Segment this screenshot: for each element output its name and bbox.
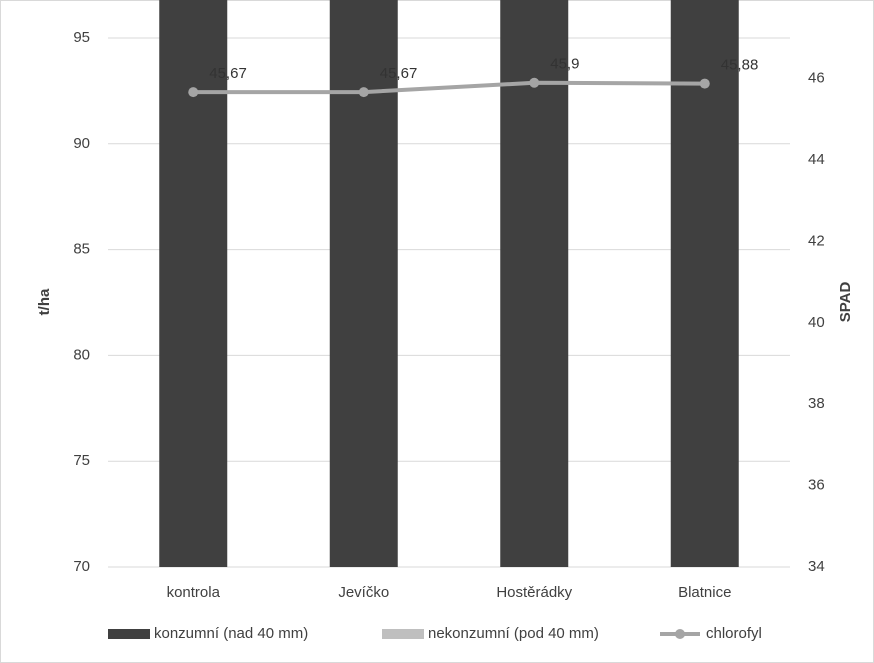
bar-segment bbox=[329, 0, 398, 567]
legend-swatch bbox=[382, 629, 424, 639]
y-tick-label: 80 bbox=[73, 346, 90, 363]
y-tick-label: 90 bbox=[73, 135, 90, 152]
legend-marker bbox=[675, 629, 685, 639]
y2-axis-title: SPAD bbox=[837, 282, 854, 323]
x-tick-label: Blatnice bbox=[678, 584, 731, 601]
y-tick-label: 75 bbox=[73, 452, 90, 469]
y-tick-label: 70 bbox=[73, 558, 90, 575]
x-tick-label: Hostěrádky bbox=[496, 584, 572, 601]
y2-tick-label: 34 bbox=[808, 558, 825, 575]
legend-label: nekonzumní (pod 40 mm) bbox=[428, 625, 599, 642]
y2-tick-label: 46 bbox=[808, 70, 825, 87]
bar-segment bbox=[500, 0, 569, 567]
bar-segment bbox=[159, 0, 228, 567]
line-point bbox=[529, 77, 540, 88]
y-axis-title: t/ha bbox=[36, 288, 53, 315]
y-tick-label: 95 bbox=[73, 29, 90, 46]
line-point bbox=[699, 78, 710, 89]
line-series bbox=[193, 80, 705, 95]
y2-tick-label: 40 bbox=[808, 314, 825, 331]
y2-tick-label: 42 bbox=[808, 232, 825, 249]
bar-segment bbox=[670, 0, 739, 567]
y2-tick-label: 44 bbox=[808, 151, 825, 168]
legend-swatch bbox=[108, 629, 150, 639]
line-point bbox=[358, 87, 369, 98]
y2-tick-label: 38 bbox=[808, 395, 825, 412]
line-point bbox=[188, 87, 199, 98]
y2-tick-label: 36 bbox=[808, 477, 825, 494]
data-label: 45,67 bbox=[209, 65, 247, 82]
y-tick-label: 85 bbox=[73, 241, 90, 258]
x-tick-label: kontrola bbox=[167, 584, 221, 601]
data-label: 45,9 bbox=[550, 56, 579, 73]
x-tick-label: Jevíčko bbox=[338, 584, 389, 601]
data-label: 45,88 bbox=[721, 57, 759, 74]
legend-label: chlorofyl bbox=[706, 625, 762, 642]
legend-label: konzumní (nad 40 mm) bbox=[154, 625, 308, 642]
data-label: 45,67 bbox=[380, 65, 418, 82]
